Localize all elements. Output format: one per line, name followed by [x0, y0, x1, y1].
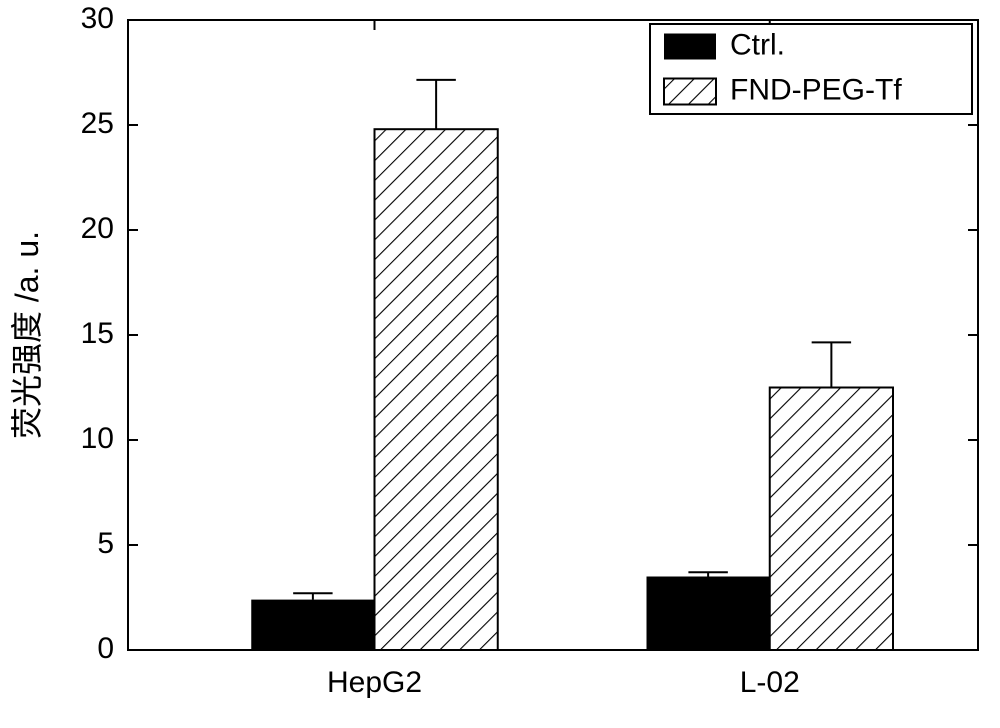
- x-tick-label: HepG2: [327, 666, 422, 699]
- y-axis-label: 荧光强度 /a. u.: [9, 231, 45, 439]
- y-tick-label: 5: [97, 527, 114, 560]
- bar-chart: 0 5 10 15 20 25 30 荧光强度 /a. u. HepG2 L-02 Ctrl.…: [0, 0, 1000, 728]
- x-tick-label: L-02: [740, 666, 800, 699]
- bars-group: [251, 129, 893, 650]
- chart-container: 0 5 10 15 20 25 30 荧光强度 /a. u. HepG2 L-02 Ctrl.…: [0, 0, 1000, 728]
- legend-swatch-fnd: [664, 79, 716, 105]
- y-tick-label: 20: [81, 212, 114, 245]
- fnd-bar: [770, 388, 893, 651]
- y-tick-label: 10: [81, 422, 114, 455]
- ctrl-bar: [647, 577, 770, 651]
- fnd-bar: [375, 129, 498, 650]
- y-axis-tick-labels: 0 5 10 15 20 25 30: [81, 2, 114, 665]
- y-tick-label: 0: [97, 632, 114, 665]
- legend-swatch-ctrl: [664, 34, 716, 60]
- legend-label-fnd: FND-PEG-Tf: [730, 73, 902, 106]
- legend-label-ctrl: Ctrl.: [730, 28, 785, 61]
- legend: Ctrl. FND-PEG-Tf: [650, 24, 972, 114]
- x-axis-tick-labels: HepG2 L-02: [327, 666, 800, 699]
- ctrl-bar: [251, 600, 374, 650]
- y-tick-label: 30: [81, 2, 114, 35]
- y-tick-label: 15: [81, 317, 114, 350]
- y-tick-label: 25: [81, 107, 114, 140]
